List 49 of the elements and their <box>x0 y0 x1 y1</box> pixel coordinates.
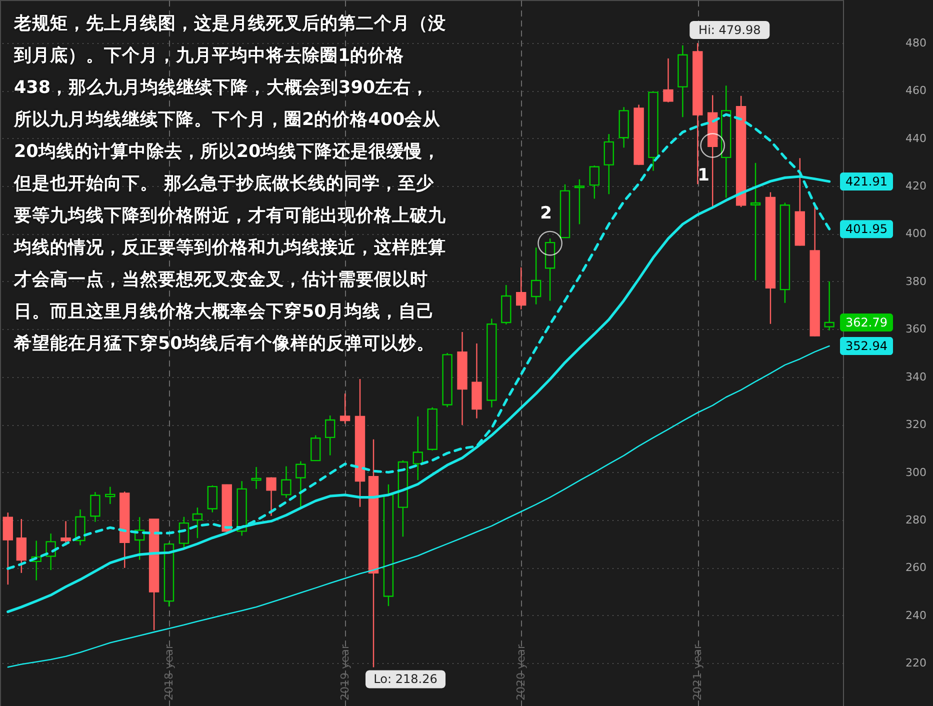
candlestick <box>324 414 336 456</box>
y-tick-label: 360 <box>906 322 926 336</box>
y-tick-label: 340 <box>906 370 926 384</box>
y-tick-label: 420 <box>906 180 926 193</box>
annotation: 401.95 <box>846 222 888 236</box>
candlestick <box>296 460 306 510</box>
candlestick <box>340 392 350 424</box>
y-tick-label: 280 <box>906 513 926 526</box>
candlestick <box>589 164 600 200</box>
candlestick <box>663 58 674 103</box>
annotation: Lo: 218.26 <box>374 672 438 686</box>
annotation: 2 <box>540 203 552 224</box>
candlestick <box>750 162 761 281</box>
candlestick <box>90 491 100 522</box>
candlestick <box>178 516 190 550</box>
text: 老规矩，先上月线图，这是月线死叉后的第二个月（没到月底）。下个月，九月平均中将去除圈1的价格438，那么九月均线继续下降，大概会到390左右，所以九月均线继续下降。下个月，圈2的价格400会从20均线的计算中除去，所以20均线下降还是很缓慢，但是也开始向下。 那么急于抄底做长线的同学，至少要等九均线下降到价格附近，才有可能出现价格上破九均线的情况，反正要等到价格和九均线接近，这样胜算才会高一点，当然要想死叉变金叉，估计需要假以时日。而且这里月线价格大概率会下穿50月均线，自己希望能在月猛下穿50均线后有个像样的反弹可以炒。 <box>14 14 446 354</box>
candlestick <box>2 512 13 586</box>
annotation: 352.94 <box>846 338 888 353</box>
candlestick <box>530 246 542 305</box>
y-tick-label: 320 <box>906 418 926 432</box>
candlestick <box>105 486 116 505</box>
candlestick <box>192 506 203 539</box>
y-tick-label: 260 <box>906 561 926 574</box>
candlestick <box>251 466 262 490</box>
candlestick <box>60 520 71 546</box>
candlestick <box>207 484 218 513</box>
candlestick <box>604 133 614 195</box>
y-tick-label: 400 <box>906 227 926 240</box>
candlestick <box>281 466 292 498</box>
candlestick <box>574 178 585 225</box>
y-tick-label: 460 <box>906 84 926 98</box>
annotation: 421.91 <box>846 174 888 188</box>
y-tick-label: 240 <box>906 608 926 622</box>
annotation: 1 <box>698 165 710 186</box>
candlestick <box>824 280 834 331</box>
candlestick <box>266 476 276 517</box>
y-tick-label: 300 <box>906 466 926 479</box>
y-tick-label: 220 <box>906 656 926 670</box>
y-tick-label: 440 <box>906 132 926 145</box>
annotation: Hi: 479.98 <box>698 22 761 37</box>
candlestick <box>412 416 423 481</box>
y-tick-label: 380 <box>906 274 926 288</box>
y-tick-label: 480 <box>906 36 926 50</box>
candlestick <box>16 518 26 574</box>
candlestick <box>310 434 321 462</box>
annotation: 362.79 <box>846 315 888 330</box>
candlestick <box>75 508 86 546</box>
candlestick <box>516 266 526 310</box>
candlestick <box>46 532 56 571</box>
